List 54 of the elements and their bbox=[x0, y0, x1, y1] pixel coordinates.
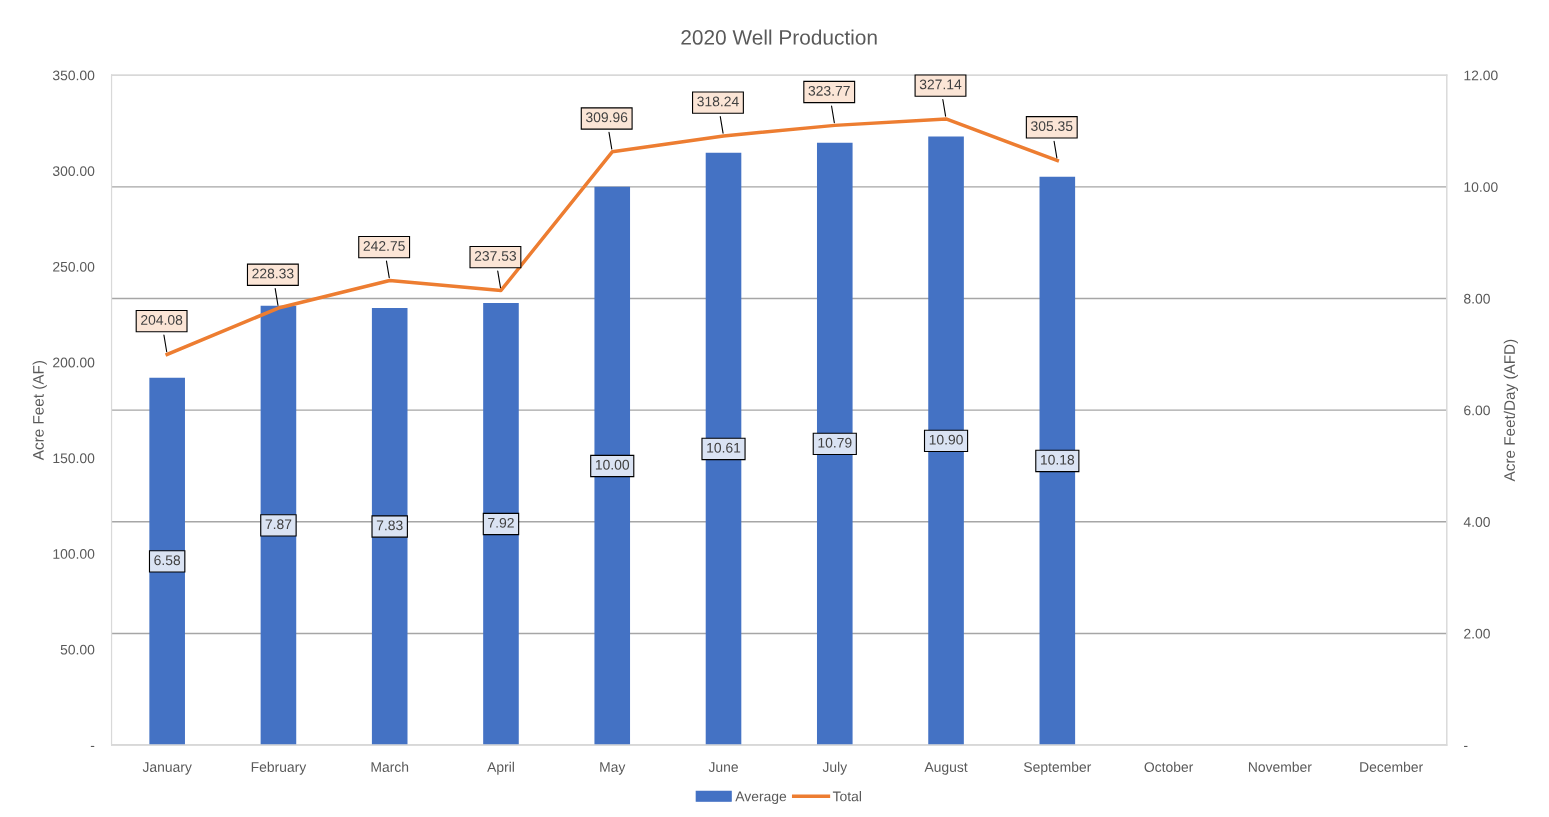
data-label: 305.35 bbox=[1031, 121, 1073, 132]
y2-axis-title: Acre Feet/Day (AFD) bbox=[1503, 339, 1518, 482]
data-label: 10.79 bbox=[818, 437, 852, 448]
bar bbox=[260, 305, 297, 746]
bar bbox=[149, 377, 185, 746]
y-tick-label: 250.00 bbox=[53, 261, 95, 272]
x-tick-label: July bbox=[822, 761, 848, 775]
data-label: 10.18 bbox=[1041, 454, 1075, 465]
data-label: 318.24 bbox=[697, 96, 739, 107]
data-label: 242.75 bbox=[363, 241, 405, 251]
x-tick-label: September bbox=[1023, 761, 1092, 775]
y-tick-label: 200.00 bbox=[53, 357, 95, 368]
y-tick-label: 100.00 bbox=[53, 549, 95, 559]
x-tick-label: August bbox=[924, 762, 968, 775]
legend-label: Total bbox=[832, 791, 861, 802]
data-label: 6.58 bbox=[154, 555, 181, 566]
data-label: 10.90 bbox=[929, 434, 963, 445]
legend-label: Average bbox=[735, 791, 787, 805]
data-label: 7.83 bbox=[376, 520, 403, 531]
data-label: 309.96 bbox=[585, 112, 628, 123]
x-tick-label: October bbox=[1144, 761, 1194, 772]
y2-tick-label: 6.00 bbox=[1464, 405, 1490, 416]
x-tick-label: December bbox=[1360, 761, 1423, 772]
data-label: 7.87 bbox=[265, 519, 292, 530]
x-tick-label: May bbox=[600, 762, 626, 775]
chart-title: 2020 Well Production bbox=[681, 29, 877, 45]
y2-tick-label: - bbox=[1464, 745, 1468, 747]
y-tick-label: 300.00 bbox=[52, 166, 95, 177]
data-label: 10.00 bbox=[595, 459, 630, 470]
data-label: 228.33 bbox=[252, 268, 294, 279]
bar bbox=[371, 307, 408, 746]
y2-tick-label: 12.00 bbox=[1464, 70, 1498, 81]
x-tick-label: March bbox=[371, 761, 409, 772]
y2-tick-label: 8.00 bbox=[1464, 293, 1490, 304]
y2-tick-label: 2.00 bbox=[1464, 628, 1490, 639]
data-label: 327.14 bbox=[919, 79, 962, 90]
data-label: 7.92 bbox=[488, 517, 514, 528]
y-tick-label: - bbox=[90, 745, 95, 747]
x-tick-label: June bbox=[708, 762, 738, 772]
x-tick-label: January bbox=[142, 762, 192, 775]
x-tick-label: November bbox=[1248, 761, 1312, 772]
data-label: 10.61 bbox=[707, 442, 741, 453]
y-tick-label: 150.00 bbox=[53, 453, 95, 464]
x-tick-label: February bbox=[251, 761, 307, 775]
data-label: 323.77 bbox=[808, 85, 850, 96]
bar bbox=[483, 302, 519, 746]
y2-tick-label: 4.00 bbox=[1463, 517, 1490, 527]
data-label: 237.53 bbox=[474, 251, 517, 261]
y-axis-title: Acre Feet (AF) bbox=[32, 360, 47, 461]
data-label: 204.08 bbox=[141, 315, 183, 325]
y2-tick-label: 10.00 bbox=[1464, 182, 1498, 192]
y-tick-label: 350.00 bbox=[52, 70, 95, 81]
x-tick-label: April bbox=[487, 761, 514, 775]
y-tick-label: 50.00 bbox=[60, 644, 95, 655]
